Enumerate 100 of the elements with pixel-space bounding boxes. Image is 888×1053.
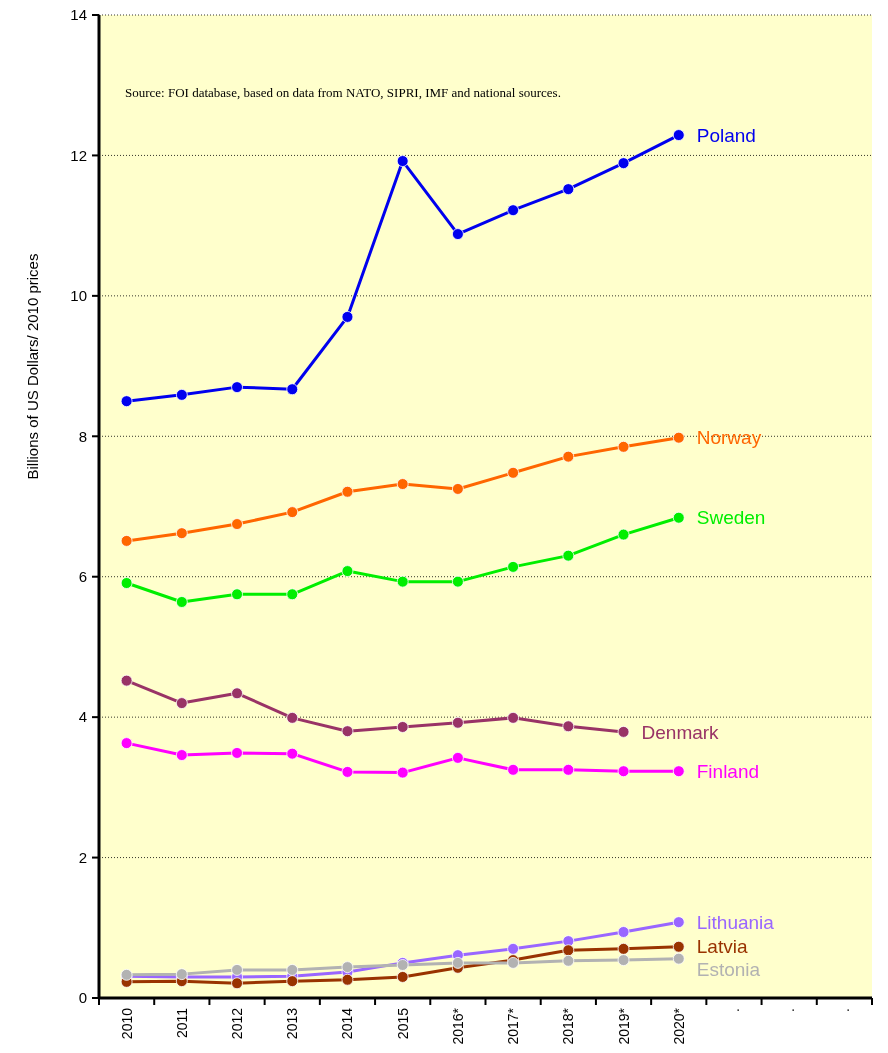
x-tick-label: 2014 <box>339 1007 356 1040</box>
point <box>396 971 409 983</box>
point <box>451 716 464 729</box>
point <box>120 577 133 589</box>
y-tick-label: 12 <box>70 146 87 164</box>
series-label: Poland <box>696 124 756 146</box>
point <box>231 588 243 601</box>
point <box>507 942 520 955</box>
point <box>562 954 575 967</box>
point <box>341 725 354 738</box>
series-label: Sweden <box>696 507 766 529</box>
point <box>396 575 409 588</box>
point <box>396 478 409 490</box>
point <box>451 228 464 240</box>
annotation: Source: FOI database, based on data from NATO, SIPRI, IMF and national sources. <box>125 85 561 100</box>
point <box>231 518 243 530</box>
point <box>341 485 354 498</box>
x-tick-label: 2013 <box>284 1007 301 1040</box>
point <box>617 528 630 541</box>
point <box>451 575 464 588</box>
point <box>120 395 133 408</box>
x-tick-label: 2011 <box>173 1007 190 1039</box>
point <box>231 687 243 700</box>
point <box>175 697 188 709</box>
point <box>562 450 575 463</box>
point <box>617 725 630 738</box>
point <box>396 721 409 733</box>
point <box>286 383 299 396</box>
point <box>341 766 354 778</box>
point <box>175 596 188 608</box>
point <box>341 961 354 974</box>
point <box>286 588 299 601</box>
x-tick-label: 2015 <box>394 1007 411 1040</box>
point <box>341 973 354 986</box>
point <box>617 926 630 938</box>
point <box>286 711 299 724</box>
x-tick-label: 2018* <box>560 1007 577 1045</box>
x-tick-label: 2019* <box>615 1007 632 1045</box>
point <box>507 204 520 217</box>
point <box>672 940 685 953</box>
x-tick-label: . <box>725 1008 742 1012</box>
point <box>286 964 299 976</box>
x-tick-label: . <box>836 1008 853 1012</box>
series-label: Latvia <box>696 936 748 958</box>
point <box>507 560 520 573</box>
point <box>617 765 630 778</box>
point <box>672 431 685 444</box>
x-tick-label: . <box>781 1008 798 1012</box>
y-tick-label: 6 <box>78 567 87 585</box>
point <box>175 527 188 540</box>
series-label: Norway <box>696 427 762 449</box>
x-tick-label: 2016* <box>449 1007 466 1045</box>
point <box>231 381 243 394</box>
y-tick-label: 0 <box>78 989 87 1007</box>
point <box>507 466 520 479</box>
point <box>672 916 685 929</box>
x-tick-label: 2012 <box>229 1007 246 1040</box>
point <box>672 129 685 141</box>
series-label: Finland <box>696 760 760 782</box>
point <box>672 952 685 965</box>
x-tick-label: 2020* <box>670 1007 687 1045</box>
y-axis-title: Billions of US Dollars/ 2010 prices <box>24 253 41 480</box>
y-tick-label: 4 <box>78 708 87 726</box>
y-tick-label: 8 <box>78 427 87 445</box>
point <box>672 765 685 778</box>
series-label: Lithuania <box>696 911 775 933</box>
point <box>451 483 464 495</box>
point <box>562 183 575 196</box>
point <box>562 549 575 562</box>
point <box>286 506 299 519</box>
point <box>451 751 464 764</box>
point <box>175 388 188 401</box>
series-label: Estonia <box>696 959 761 981</box>
point <box>286 747 299 760</box>
point <box>451 956 464 969</box>
point <box>341 311 354 323</box>
point <box>672 511 685 524</box>
point <box>396 155 409 167</box>
point <box>231 964 243 976</box>
point <box>120 737 133 750</box>
point <box>120 535 133 547</box>
point <box>507 711 520 724</box>
point <box>175 749 188 761</box>
point <box>562 944 575 957</box>
point <box>617 954 630 966</box>
point <box>286 975 299 988</box>
point <box>562 763 575 776</box>
y-tick-label: 14 <box>70 6 87 24</box>
x-tick-label: 2010 <box>118 1007 135 1040</box>
y-tick-label: 10 <box>70 287 87 305</box>
point <box>507 763 520 776</box>
point <box>341 565 354 577</box>
point <box>120 674 133 687</box>
point <box>231 747 243 759</box>
y-tick-label: 2 <box>78 848 87 866</box>
series-label: Denmark <box>641 721 720 743</box>
point <box>231 977 243 990</box>
point <box>562 720 575 733</box>
x-tick-label: 2017* <box>505 1007 522 1045</box>
point <box>617 942 630 955</box>
